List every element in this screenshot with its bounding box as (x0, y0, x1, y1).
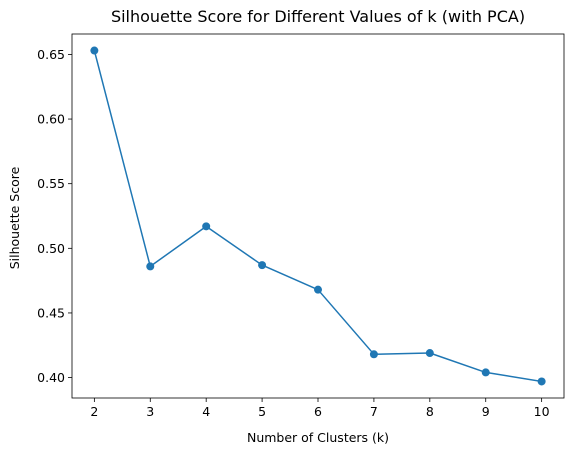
x-tick-label: 10 (534, 404, 550, 419)
x-tick-label: 7 (370, 404, 378, 419)
x-tick-label: 9 (482, 404, 490, 419)
y-tick-label: 0.55 (37, 176, 65, 191)
data-point (481, 368, 490, 377)
y-tick-label: 0.50 (37, 241, 65, 256)
axes-frame (71, 33, 565, 399)
data-point (90, 46, 99, 55)
x-tick-label: 2 (90, 404, 98, 419)
x-tick-label: 3 (146, 404, 154, 419)
data-point (369, 350, 378, 359)
data-point (425, 349, 434, 358)
chart-title: Silhouette Score for Different Values of… (111, 7, 525, 26)
data-point (258, 261, 267, 270)
x-tick-label: 6 (314, 404, 322, 419)
x-axis-label: Number of Clusters (k) (247, 430, 389, 445)
data-point (146, 262, 155, 271)
y-tick-label: 0.45 (37, 305, 65, 320)
y-tick-label: 0.40 (37, 370, 65, 385)
y-axis-ticks: 0.40 0.45 0.50 0.55 0.60 0.65 (37, 47, 72, 385)
data-point (314, 285, 322, 294)
x-tick-label: 4 (202, 404, 210, 419)
y-tick-label: 0.65 (37, 47, 65, 62)
y-axis-label: Silhouette Score (7, 166, 22, 269)
x-tick-label: 5 (258, 404, 266, 419)
x-tick-label: 8 (426, 404, 434, 419)
y-tick-label: 0.60 (37, 112, 65, 127)
x-axis-ticks: 2 3 4 5 6 7 8 9 10 (90, 398, 550, 419)
data-point (537, 377, 546, 386)
data-point (202, 222, 211, 231)
plot-area (90, 46, 546, 386)
